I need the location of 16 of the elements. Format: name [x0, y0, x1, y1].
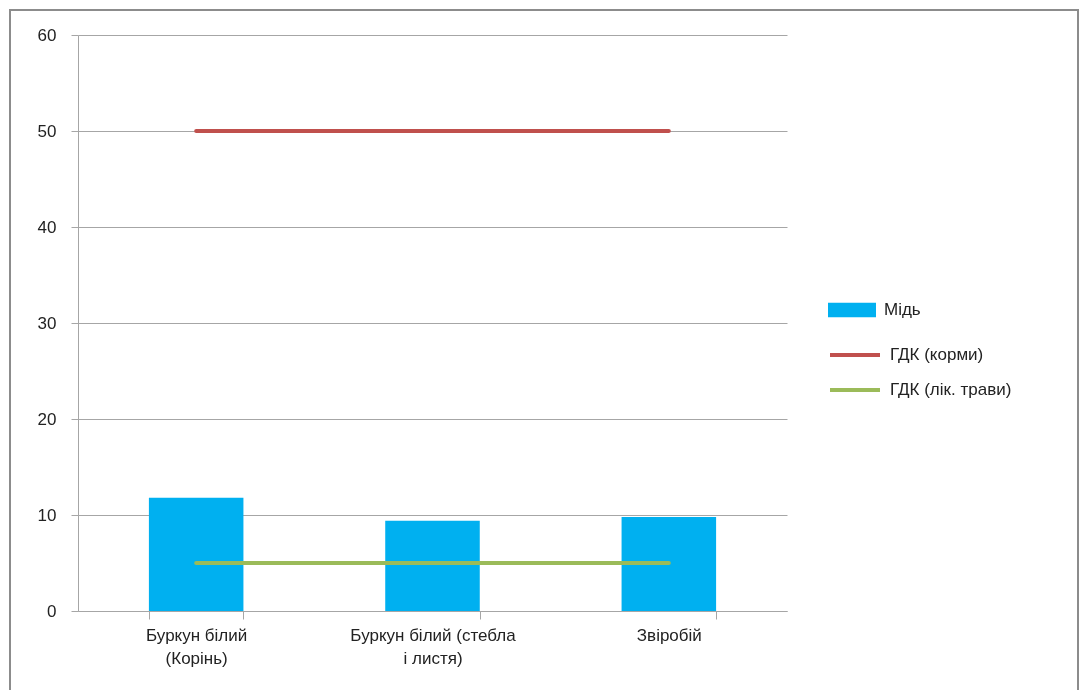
y-tick-label: 10	[37, 505, 57, 525]
y-tick-label: 50	[37, 121, 57, 141]
y-tick-label: 20	[37, 409, 57, 429]
bar	[621, 516, 717, 611]
legend-label: Мідь	[884, 300, 921, 319]
x-tick-label: Звіробій	[636, 625, 702, 645]
y-tick-label: 0	[47, 601, 57, 621]
y-tick-label: 60	[37, 25, 57, 45]
x-tick-label: Буркун білий (стебла і листя)	[350, 625, 517, 668]
y-tick-label: 40	[37, 217, 57, 237]
bar	[385, 520, 480, 611]
y-tick-label: 30	[37, 313, 57, 333]
bar	[148, 497, 244, 611]
x-tick-label: Буркун білий (Корінь)	[146, 625, 248, 668]
legend-label: ГДК (лік. трави)	[890, 380, 1012, 399]
legend-label: ГДК (корми)	[890, 345, 984, 364]
